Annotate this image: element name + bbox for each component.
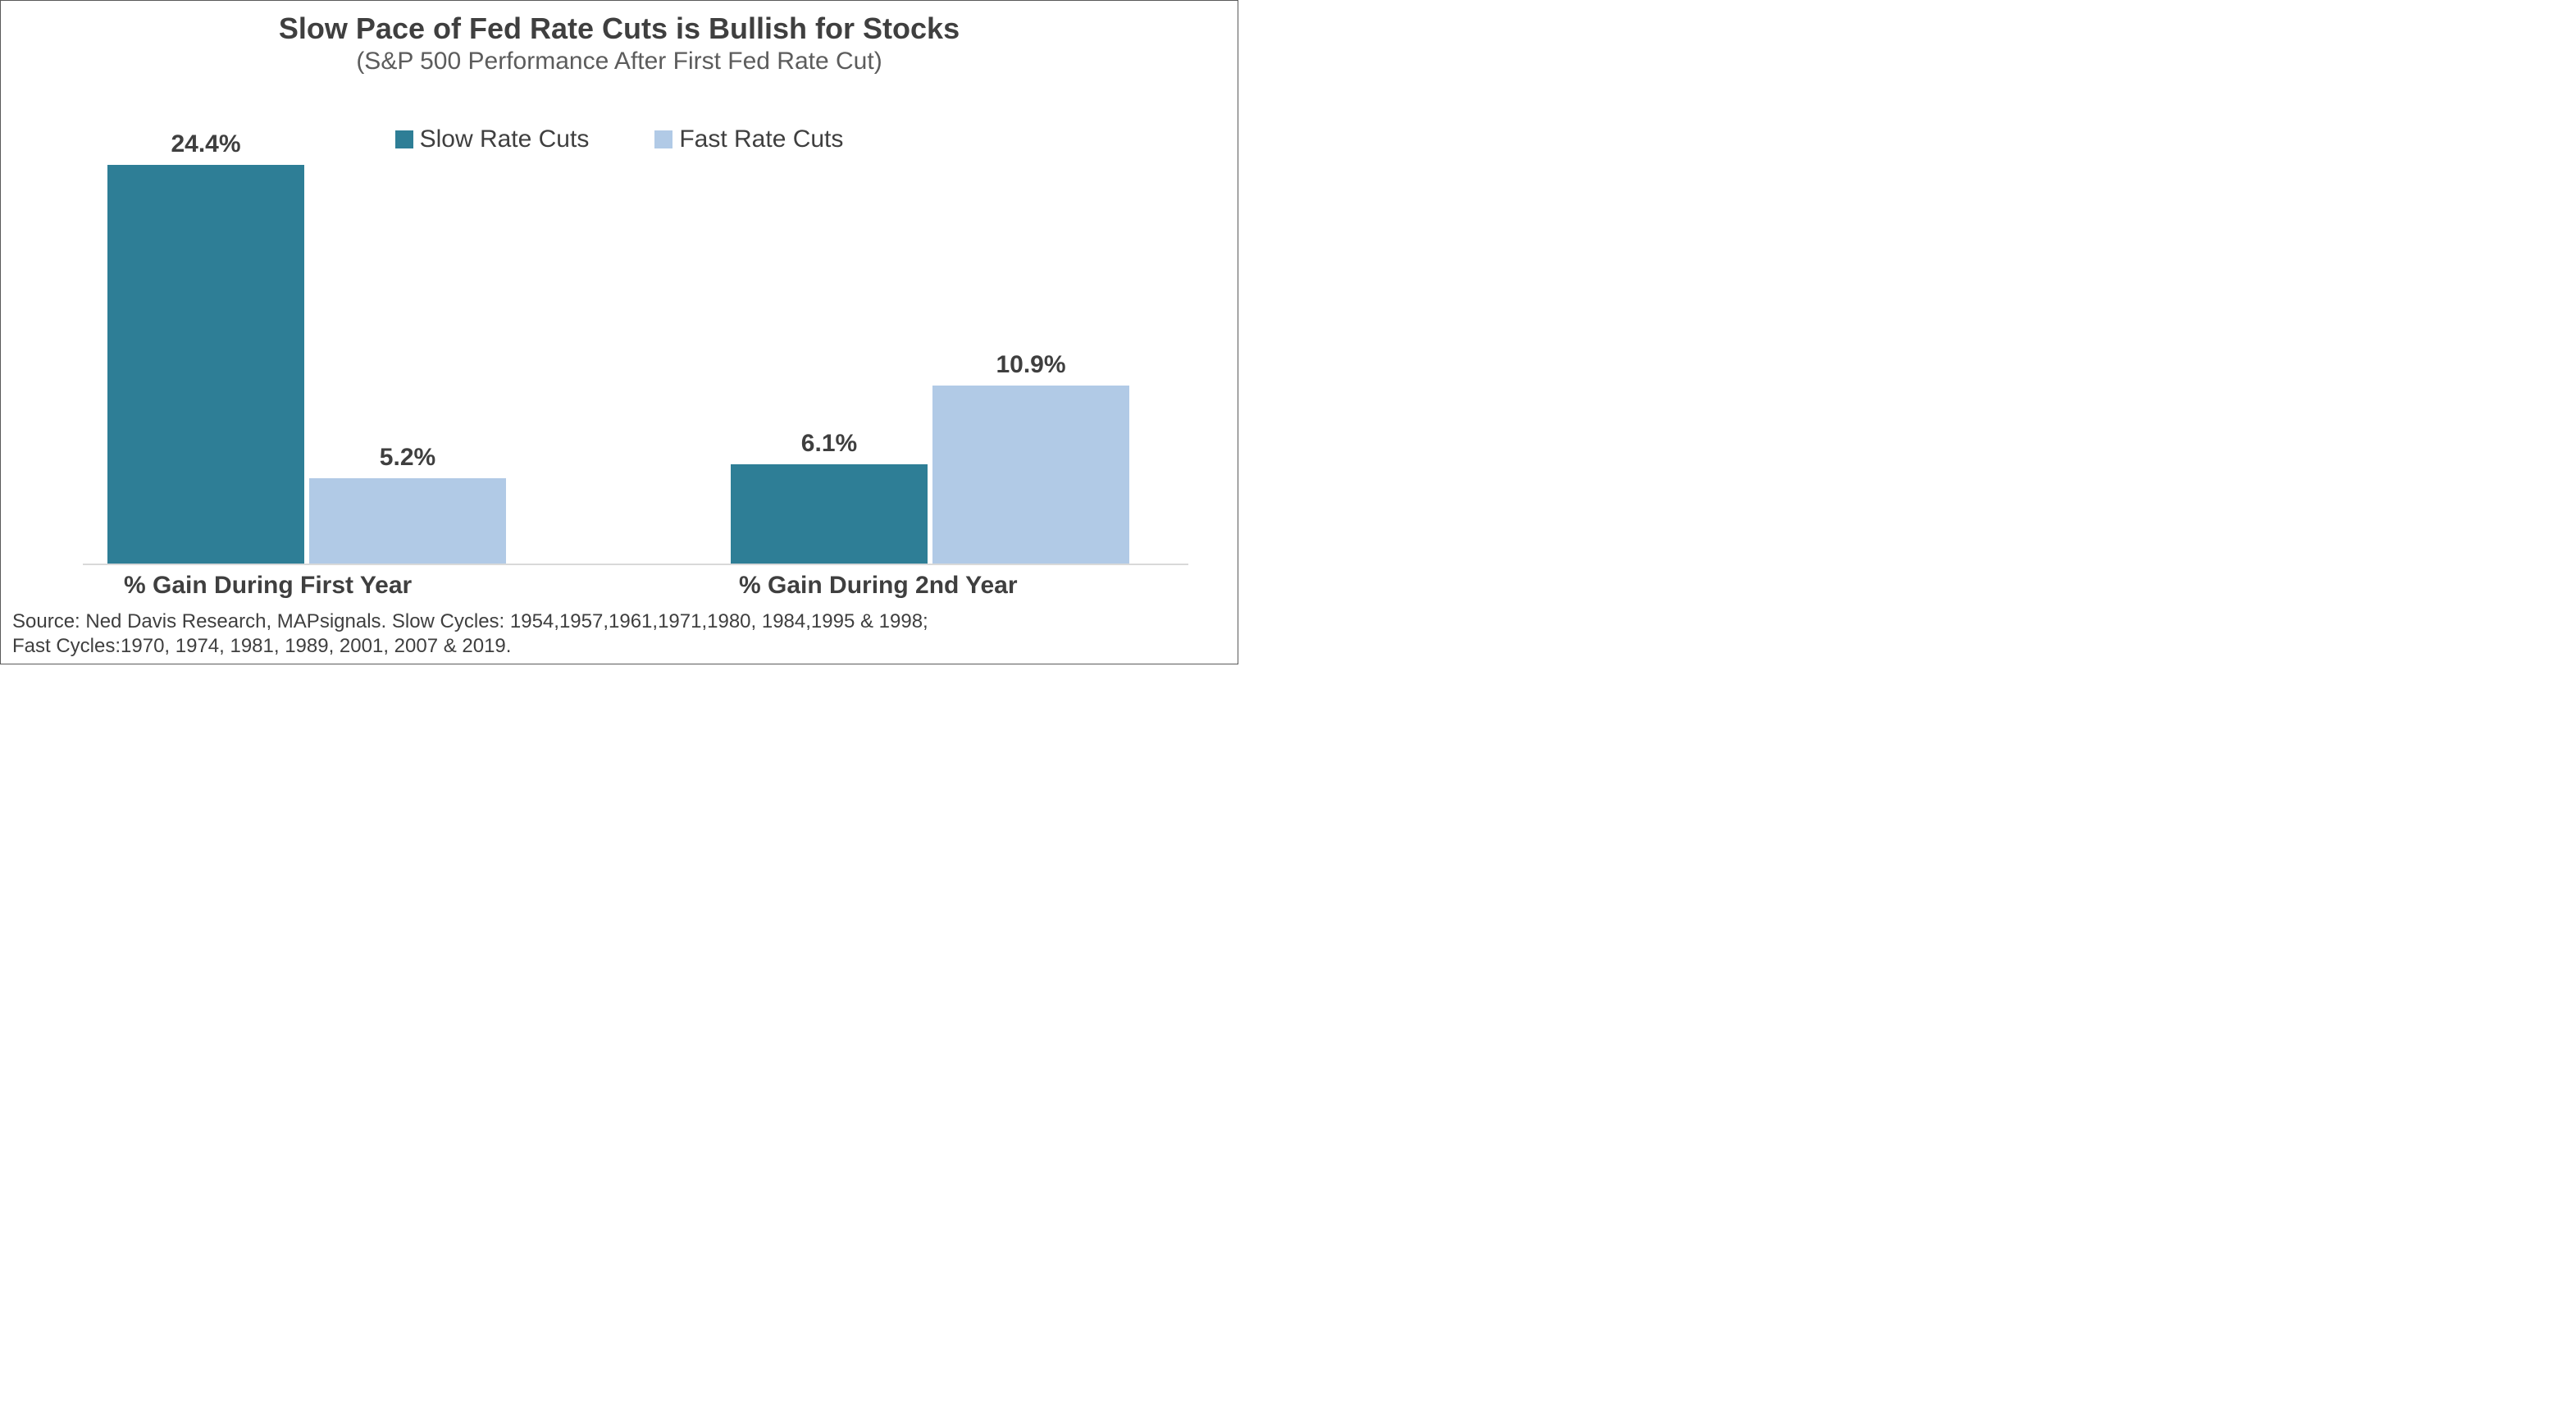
source-line-2: Fast Cycles:1970, 1974, 1981, 1989, 2001… — [12, 634, 1226, 659]
legend-item-slow: Slow Rate Cuts — [395, 126, 590, 153]
x-axis-label-first-year: % Gain During First Year — [124, 572, 412, 600]
bar-label-first-year-slow: 24.4% — [107, 130, 304, 158]
bar-group-first-year: 24.4% 5.2% — [107, 165, 506, 564]
plot-area: 24.4% 5.2% 6.1% 10.9% — [83, 165, 1188, 565]
x-axis-label-second-year: % Gain During 2nd Year — [739, 572, 1018, 600]
legend-label-slow: Slow Rate Cuts — [420, 126, 590, 153]
chart-subtitle: (S&P 500 Performance After First Fed Rat… — [1, 47, 1238, 76]
bar-first-year-fast: 5.2% — [309, 478, 506, 564]
chart-title: Slow Pace of Fed Rate Cuts is Bullish fo… — [1, 12, 1238, 45]
source-note: Source: Ned Davis Research, MAPsignals. … — [12, 609, 1226, 659]
bar-second-year-slow: 6.1% — [731, 464, 928, 564]
bar-label-first-year-fast: 5.2% — [309, 444, 506, 472]
legend-swatch-fast — [654, 130, 672, 148]
chart-frame: Slow Pace of Fed Rate Cuts is Bullish fo… — [0, 0, 1238, 664]
title-block: Slow Pace of Fed Rate Cuts is Bullish fo… — [1, 1, 1238, 76]
bar-label-second-year-fast: 10.9% — [932, 351, 1129, 379]
bar-label-second-year-slow: 6.1% — [731, 430, 928, 458]
source-line-1: Source: Ned Davis Research, MAPsignals. … — [12, 609, 1226, 634]
bar-group-second-year: 6.1% 10.9% — [731, 165, 1129, 564]
bar-first-year-slow: 24.4% — [107, 165, 304, 564]
legend-label-fast: Fast Rate Cuts — [679, 126, 843, 153]
legend-item-fast: Fast Rate Cuts — [654, 126, 843, 153]
x-axis-labels: % Gain During First Year % Gain During 2… — [83, 572, 1188, 605]
bar-second-year-fast: 10.9% — [932, 386, 1129, 564]
legend-swatch-slow — [395, 130, 413, 148]
